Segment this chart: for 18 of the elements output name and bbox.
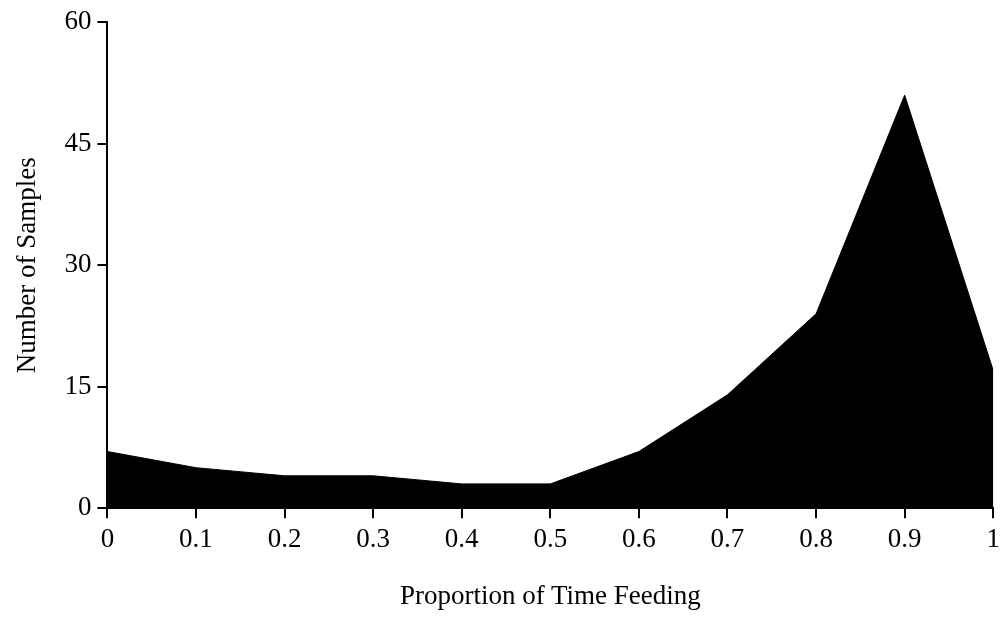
y-tick-label: 15: [64, 369, 92, 400]
y-tick-label: 30: [64, 248, 92, 279]
x-tick-label: 1: [986, 523, 1000, 554]
x-tick-label: 0.6: [622, 523, 656, 554]
y-axis-title: Number of Samples: [11, 157, 42, 374]
x-axis-title: Proportion of Time Feeding: [399, 579, 701, 610]
y-tick-label: 60: [64, 5, 92, 36]
y-tick-label: 0: [77, 491, 92, 522]
x-tick-label: 0.8: [799, 523, 833, 554]
x-tick-label: 0.5: [533, 523, 568, 554]
x-tick-label: 0.4: [444, 523, 480, 554]
y-tick-label: 45: [64, 126, 92, 157]
x-tick-label: 0.9: [887, 523, 922, 554]
x-tick-label: 0.7: [710, 523, 745, 554]
x-tick-label: 0.2: [267, 523, 302, 554]
x-tick-label: 0.3: [356, 523, 391, 554]
x-tick-label: 0: [100, 523, 115, 554]
x-tick-label: 0.1: [179, 523, 213, 554]
